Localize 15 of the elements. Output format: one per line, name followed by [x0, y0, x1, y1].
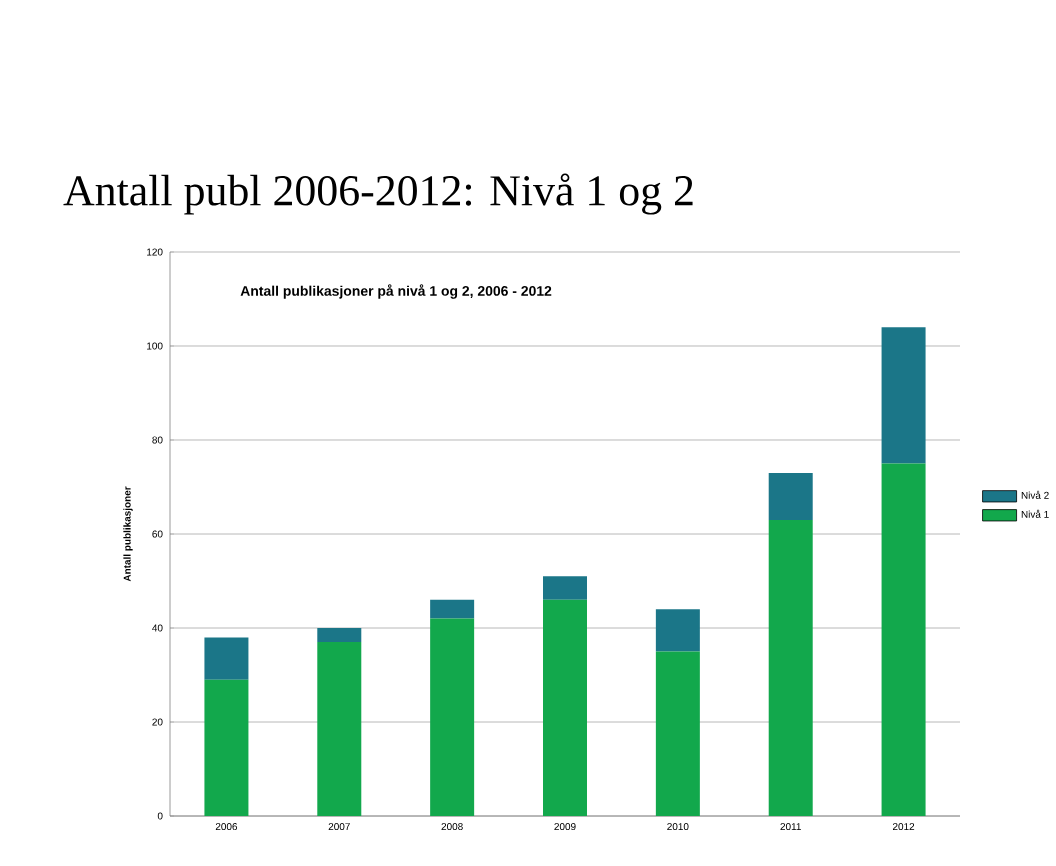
bar	[881, 327, 926, 464]
bar	[430, 599, 475, 619]
bar	[543, 599, 587, 816]
bar	[881, 463, 926, 816]
bar	[204, 679, 249, 816]
bar	[543, 576, 587, 600]
bar	[655, 651, 700, 816]
bar	[317, 628, 362, 643]
bar	[317, 642, 362, 816]
bar	[204, 637, 249, 680]
bar	[430, 618, 475, 816]
chart-title: Antall publ 2006-2012: Nivå 1 og 2	[63, 173, 693, 215]
bar	[768, 519, 813, 816]
bar	[655, 609, 700, 652]
bar	[768, 472, 813, 520]
